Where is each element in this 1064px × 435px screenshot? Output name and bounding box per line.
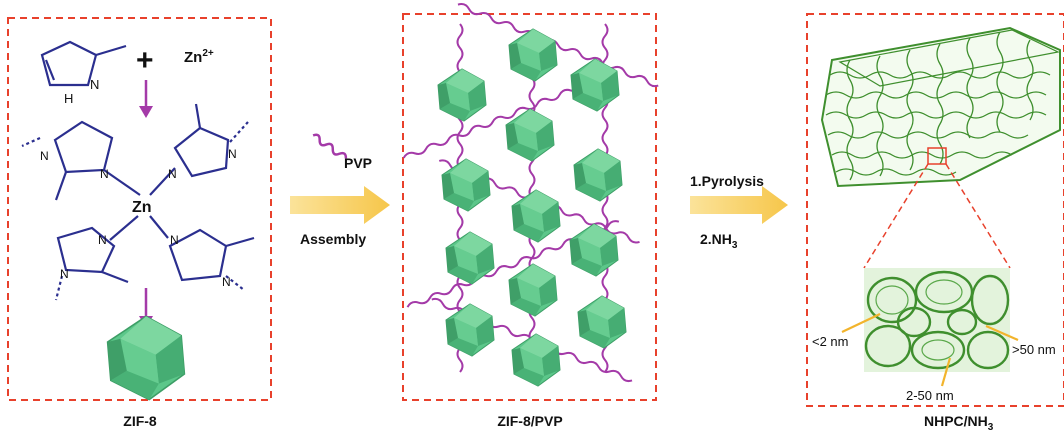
n-label-2: N bbox=[100, 167, 109, 181]
crystal-particle bbox=[511, 189, 561, 243]
crystal-particle bbox=[511, 333, 561, 387]
n-label-5: N bbox=[98, 233, 107, 247]
pore-zoom-inset bbox=[864, 268, 1010, 372]
mesopore-arrow bbox=[940, 357, 952, 387]
pyrolysis-arrow bbox=[690, 186, 788, 224]
zif8-caption: ZIF-8 bbox=[123, 413, 157, 429]
pvp-label: PVP bbox=[344, 155, 372, 171]
mesopore-label: 2-50 nm bbox=[906, 388, 954, 403]
nh3-treatment-label: 2.NH3 bbox=[700, 231, 738, 251]
crystal-particle bbox=[577, 295, 627, 349]
n-label-4: N bbox=[228, 147, 237, 161]
zif8-crystal bbox=[106, 315, 186, 401]
reaction-arrowhead bbox=[139, 106, 153, 118]
crystal-particle bbox=[441, 158, 491, 212]
porous-carbon-block bbox=[820, 26, 1061, 188]
crystal-particle bbox=[569, 223, 619, 277]
pyrolysis-label: 1.Pyrolysis bbox=[690, 173, 764, 189]
zoom-line-right bbox=[945, 163, 1011, 269]
zoom-line-left bbox=[863, 163, 929, 269]
n-label-1: N bbox=[40, 149, 49, 163]
nh-h-label: H bbox=[64, 91, 73, 106]
zoom-region-marker bbox=[927, 147, 947, 165]
crystal-particle bbox=[570, 58, 620, 112]
zinc-ion-label: Zn2+ bbox=[184, 48, 214, 66]
macropore-label: >50 nm bbox=[1012, 342, 1056, 357]
nh-n-label: N bbox=[90, 77, 99, 92]
zn-center-label: Zn bbox=[132, 199, 152, 216]
carbon-caption: NHPC/NH3 bbox=[924, 413, 994, 433]
crystal-particle bbox=[445, 303, 495, 357]
micropore-arrow bbox=[841, 313, 881, 333]
n-label-6: N bbox=[60, 267, 69, 281]
crystal-particle bbox=[508, 28, 558, 82]
assembly-frame bbox=[402, 13, 657, 401]
zif8-frame bbox=[7, 17, 272, 401]
assembly-label: Assembly bbox=[300, 231, 366, 247]
crystal-particle bbox=[573, 148, 623, 202]
crystal-particle bbox=[508, 263, 558, 317]
pvp-icon bbox=[312, 133, 348, 159]
n-label-3: N bbox=[168, 167, 177, 181]
micropore-label: <2 nm bbox=[812, 334, 849, 349]
zn-complex bbox=[21, 103, 255, 301]
n-label-8: N bbox=[222, 275, 231, 289]
assembly-caption: ZIF-8/PVP bbox=[497, 413, 562, 429]
assembly-arrow bbox=[290, 186, 390, 224]
crystal-particle bbox=[437, 68, 487, 122]
zif8-crystal-array bbox=[437, 28, 627, 387]
methylimidazole-molecule bbox=[40, 40, 127, 87]
macropore-arrow bbox=[985, 324, 1019, 342]
n-label-7: N bbox=[170, 233, 179, 247]
plus-sign: + bbox=[136, 44, 154, 77]
